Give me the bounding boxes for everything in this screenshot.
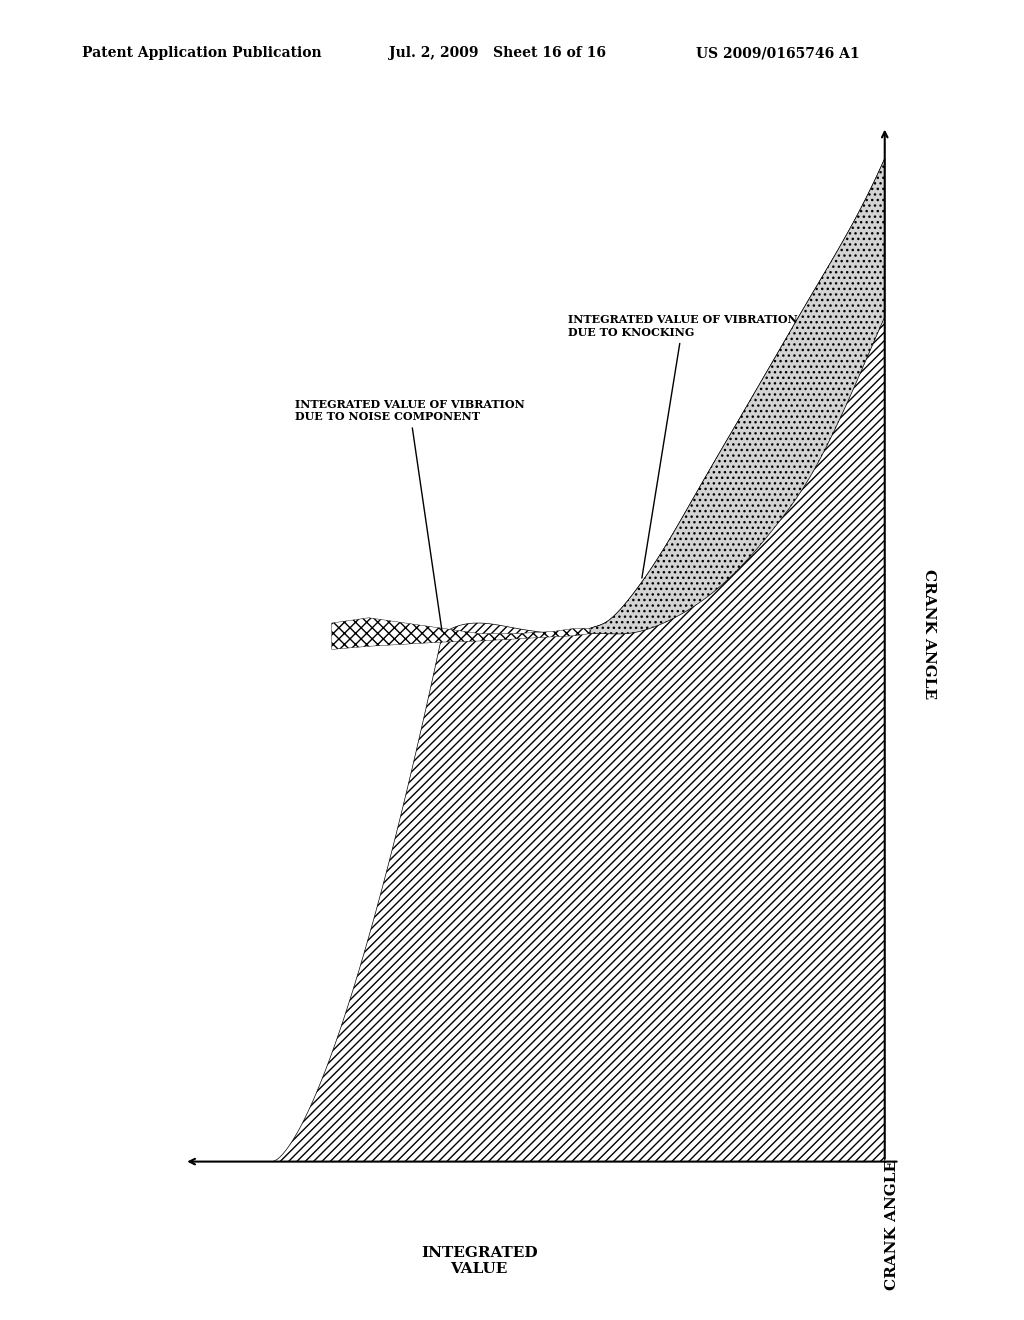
Polygon shape — [590, 158, 885, 634]
Text: CRANK ANGLE: CRANK ANGLE — [922, 569, 936, 698]
Text: CRANK ANGLE: CRANK ANGLE — [885, 1160, 899, 1290]
Text: Patent Application Publication: Patent Application Publication — [82, 46, 322, 61]
Text: US 2009/0165746 A1: US 2009/0165746 A1 — [696, 46, 860, 61]
Polygon shape — [272, 158, 885, 1162]
Text: INTEGRATED
VALUE: INTEGRATED VALUE — [421, 1246, 538, 1276]
Polygon shape — [332, 618, 590, 649]
Text: INTEGRATED VALUE OF VIBRATION
DUE TO NOISE COMPONENT: INTEGRATED VALUE OF VIBRATION DUE TO NOI… — [295, 399, 524, 631]
Text: INTEGRATED VALUE OF VIBRATION
DUE TO KNOCKING: INTEGRATED VALUE OF VIBRATION DUE TO KNO… — [567, 314, 798, 578]
Text: Jul. 2, 2009   Sheet 16 of 16: Jul. 2, 2009 Sheet 16 of 16 — [389, 46, 606, 61]
